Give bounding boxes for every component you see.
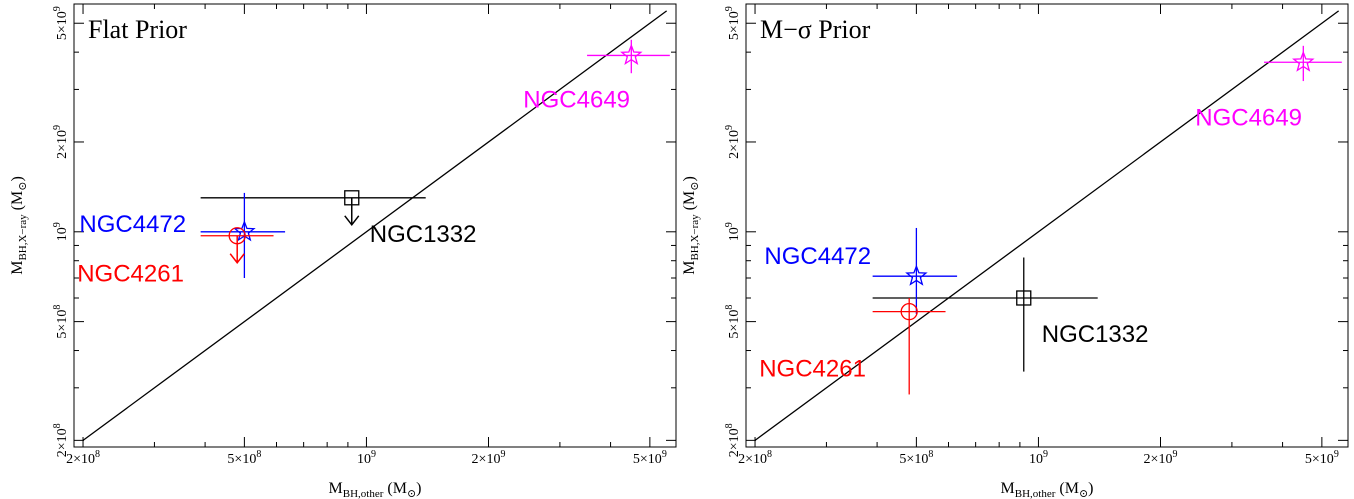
point-label: NGC1332 xyxy=(1042,321,1149,348)
point-label: NGC4649 xyxy=(523,86,630,113)
data-point-ngc4261: NGC4261 xyxy=(759,297,946,395)
point-label: NGC4649 xyxy=(1195,104,1302,131)
panel-title: M−σ Prior xyxy=(760,15,871,44)
y-tick-label: 5×108 xyxy=(52,305,70,339)
y-tick-label: 2×108 xyxy=(724,423,742,457)
plot-frame xyxy=(745,3,1349,448)
x-axis-label: MBH,other (M⊙) xyxy=(1001,480,1094,499)
x-tick-label: 5×108 xyxy=(227,449,261,467)
data-point-ngc1332: NGC1332 xyxy=(872,257,1149,372)
data-point-ngc4472: NGC4472 xyxy=(764,227,958,315)
upper-limit-arrowhead xyxy=(229,253,245,264)
plot-frame xyxy=(73,3,677,448)
y-tick-label: 5×109 xyxy=(724,6,742,40)
point-label: NGC4472 xyxy=(764,243,871,270)
y-tick-label: 2×109 xyxy=(52,125,70,159)
y-tick-label: 2×109 xyxy=(724,125,742,159)
x-tick-label: 5×109 xyxy=(633,449,667,467)
circle-marker xyxy=(228,227,246,245)
y-tick-label: 5×108 xyxy=(724,305,742,339)
square-marker xyxy=(344,190,360,206)
x-tick-label: 2×108 xyxy=(738,449,772,467)
x-tick-label: 2×108 xyxy=(66,449,100,467)
y-axis-label: MBH,X−ray (M⊙) xyxy=(9,176,29,275)
x-tick-label: 5×109 xyxy=(1305,449,1339,467)
upper-limit-arrowhead xyxy=(344,215,360,227)
x-tick-label: 109 xyxy=(357,449,376,467)
chart-panel-1: 2×108 5×108 109 2×109 5×109 2×108 5×108 109 2×10… xyxy=(9,3,677,499)
data-point-ngc4261: NGC4261 xyxy=(77,227,274,288)
x-tick-label: 109 xyxy=(1029,449,1048,467)
point-label: NGC4472 xyxy=(79,211,186,238)
star-marker xyxy=(905,264,928,286)
panel-title: Flat Prior xyxy=(88,15,187,44)
y-tick-label: 2×108 xyxy=(52,423,70,457)
data-point-ngc1332: NGC1332 xyxy=(200,190,477,248)
chart-panel-2: 2×108 5×108 109 2×109 5×109 2×108 5×108 109 2×10… xyxy=(681,3,1349,499)
point-label: NGC4261 xyxy=(77,261,184,288)
point-label: NGC1332 xyxy=(370,221,477,248)
y-axis-label: MBH,X−ray (M⊙) xyxy=(681,176,701,275)
data-point-ngc4649: NGC4649 xyxy=(1195,45,1342,131)
y-tick-label: 109 xyxy=(52,222,70,241)
y-tick-label: 109 xyxy=(724,222,742,241)
square-marker xyxy=(1016,290,1032,306)
star-marker xyxy=(1292,50,1315,72)
x-tick-label: 5×108 xyxy=(899,449,933,467)
y-tick-label: 5×109 xyxy=(52,6,70,40)
circle-marker xyxy=(900,302,918,321)
star-marker xyxy=(620,43,643,66)
point-label: NGC4261 xyxy=(759,356,866,383)
x-axis-label: MBH,other (M⊙) xyxy=(329,480,422,499)
one-to-one-line xyxy=(754,10,1340,441)
x-tick-label: 2×109 xyxy=(1144,449,1178,467)
one-to-one-line xyxy=(82,10,668,441)
x-tick-label: 2×109 xyxy=(472,449,506,467)
data-point-ngc4649: NGC4649 xyxy=(523,39,670,113)
